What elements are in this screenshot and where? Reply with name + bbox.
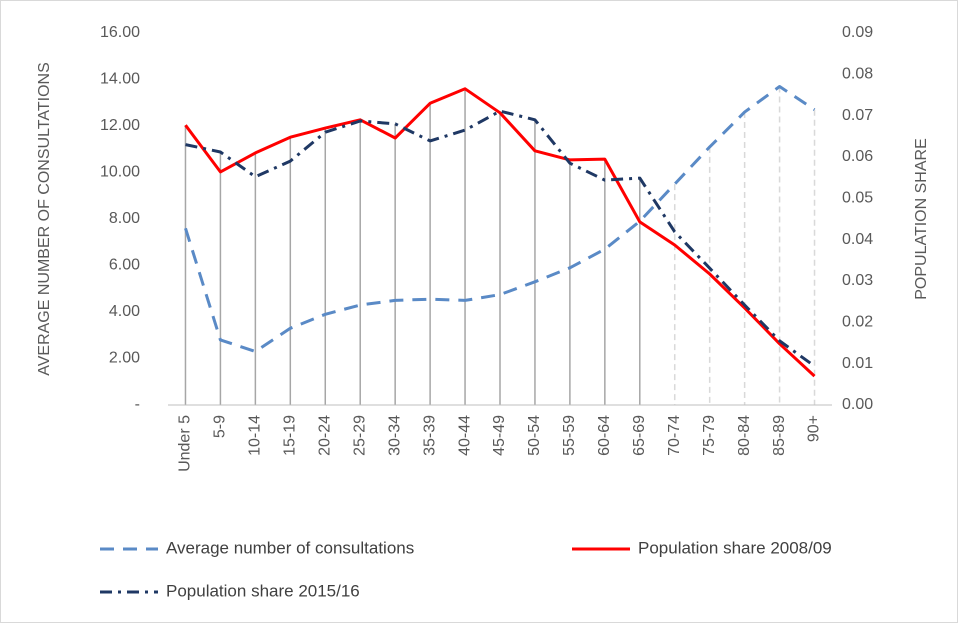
x-tick-label: 15-19 bbox=[282, 415, 299, 456]
y-tick-label: 14.00 bbox=[100, 71, 140, 88]
x-tick-label: 80-84 bbox=[736, 415, 753, 456]
y-tick-label: 12.00 bbox=[100, 117, 140, 134]
y-axis-title: AVERAGE NUMBER OF CONSULTATIONS bbox=[36, 62, 53, 376]
x-tick-label: Under 5 bbox=[177, 415, 194, 472]
x-tick-label: 55-59 bbox=[561, 415, 578, 456]
x-tick-label: 50-54 bbox=[526, 415, 543, 456]
x-tick-label: 70-74 bbox=[666, 415, 683, 456]
legend-label: Population share 2015/16 bbox=[166, 581, 360, 600]
series-line bbox=[184, 87, 816, 378]
y-tick-label: 8.00 bbox=[109, 210, 140, 227]
y2-tick-label: 0.03 bbox=[842, 272, 873, 289]
x-tick-label: 35-39 bbox=[421, 415, 438, 456]
x-tick-label: 5-9 bbox=[212, 415, 229, 438]
x-tick-label: 40-44 bbox=[456, 415, 473, 456]
y-tick-label: - bbox=[135, 396, 140, 413]
x-tick-label: 20-24 bbox=[316, 415, 333, 456]
series-line bbox=[185, 109, 816, 368]
x-tick-label: 90+ bbox=[806, 415, 823, 442]
y2-tick-label: 0.01 bbox=[842, 355, 873, 372]
y2-tick-label: 0.05 bbox=[842, 190, 873, 207]
y-tick-label: 6.00 bbox=[109, 257, 140, 274]
legend-label: Population share 2008/09 bbox=[638, 538, 832, 557]
series-line bbox=[184, 85, 816, 353]
x-tick-label: 30-34 bbox=[386, 415, 403, 456]
legend-label: Average number of consultations bbox=[166, 538, 414, 557]
x-tick-label: 60-64 bbox=[596, 415, 613, 456]
y2-tick-label: 0.00 bbox=[842, 396, 873, 413]
y-tick-label: 4.00 bbox=[109, 303, 140, 320]
x-tick-label: 25-29 bbox=[351, 415, 368, 456]
y2-tick-label: 0.04 bbox=[842, 231, 873, 248]
y2-tick-label: 0.06 bbox=[842, 148, 873, 165]
y-tick-label: 16.00 bbox=[100, 24, 140, 41]
y2-tick-label: 0.08 bbox=[842, 66, 873, 83]
y2-tick-label: 0.07 bbox=[842, 107, 873, 124]
x-tick-label: 85-89 bbox=[771, 415, 788, 456]
y-tick-label: 10.00 bbox=[100, 164, 140, 181]
x-tick-label: 65-69 bbox=[631, 415, 648, 456]
x-tick-label: 45-49 bbox=[491, 415, 508, 456]
y2-tick-label: 0.09 bbox=[842, 24, 873, 41]
y2-tick-label: 0.02 bbox=[842, 314, 873, 331]
x-tick-label: 10-14 bbox=[247, 415, 264, 456]
x-tick-label: 75-79 bbox=[701, 415, 718, 456]
y2-axis-title: POPULATION SHARE bbox=[913, 138, 930, 300]
y-tick-label: 2.00 bbox=[109, 350, 140, 367]
